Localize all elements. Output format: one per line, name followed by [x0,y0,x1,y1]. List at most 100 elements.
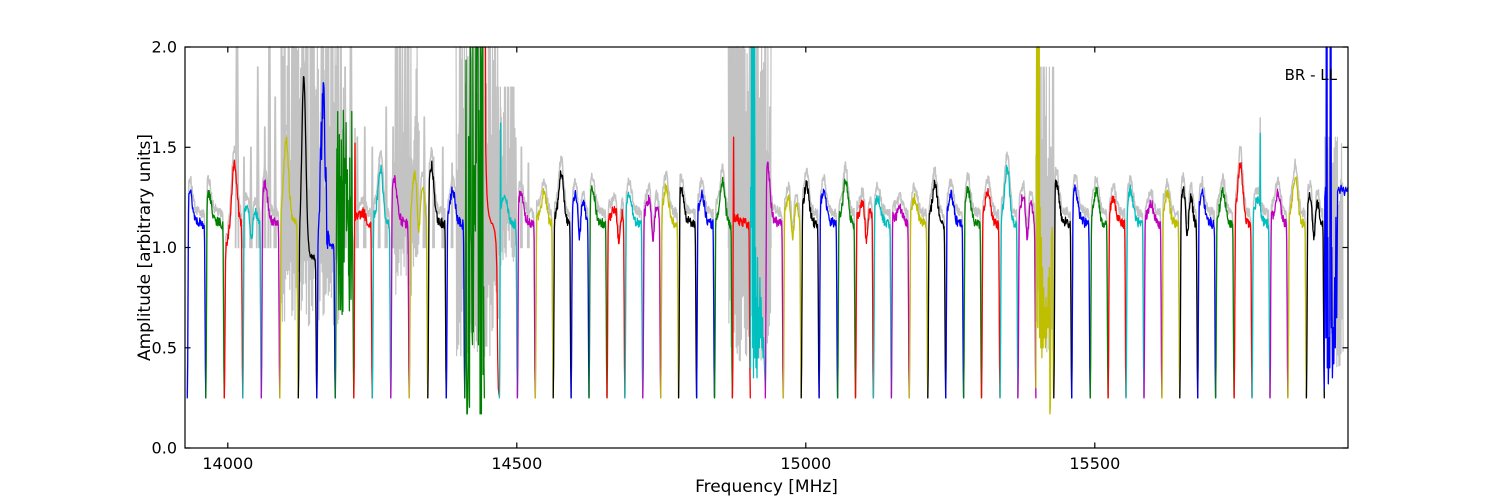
spectral-window-curve [242,204,262,399]
spectral-window-curve [1143,199,1163,399]
gray-rfi-spike [249,146,253,249]
gray-shadow-curve [659,170,680,397]
gray-shadow-curve [1070,173,1091,397]
spectral-window-curve [818,188,839,399]
gray-shadow-curve [570,177,590,397]
x-tick-label: 15000 [780,454,831,473]
spectral-window-curve [1071,184,1091,399]
gray-shadow-curve [1161,177,1181,397]
spectral-window-curve [186,189,207,399]
spectral-window-curve [498,122,519,399]
x-tick-label: 14000 [202,454,253,473]
spectral-window-curve [1017,194,1037,399]
spectral-window-curve [1305,191,1325,399]
gray-rfi-spike [432,156,435,249]
gray-shadow-curve [534,178,554,397]
gray-shadow-curve [713,163,734,397]
gray-rfi-spike [1331,162,1335,249]
spectral-window-curve [1125,184,1145,399]
gray-shadow-curve [588,172,608,397]
gray-shadow-curve [606,192,626,397]
spectral-window-curve [1197,188,1217,399]
gray-shadow-curve [731,121,752,397]
gray-rfi-spike [263,126,267,249]
gray-rfi-spike [511,126,515,249]
spectral-window-curve [223,159,244,399]
gray-shadow-curve [1053,166,1073,397]
gray-shadow-curve [1196,175,1217,397]
spectral-window-curve [836,178,857,399]
spectral-window-curve [390,174,410,399]
spectral-window-curve [962,185,983,399]
spectral-window-curve [427,160,447,399]
gray-shadow-curve [498,106,519,397]
gray-shadow-curve [818,174,839,397]
spectral-window-curve [279,136,299,399]
y-tick-label: 0.5 [152,338,177,357]
gray-rfi-spike [441,146,445,249]
spectral-window-curve [316,82,336,399]
gray-shadow-curve [1251,117,1271,397]
gray-shadow-curve [1269,176,1289,397]
spectral-window-curve [749,46,766,389]
x-tick-label: 15500 [1069,454,1120,473]
spectral-window-curve [999,164,1019,399]
spectral-window-curve [205,189,225,399]
y-tick-label: 1.5 [152,138,177,157]
spectral-window-curve [260,179,281,399]
spectral-window-curve [677,186,698,399]
spectral-window-curve [353,142,373,399]
gray-shadow-curve [908,182,929,397]
gray-shadow-curve [854,187,875,397]
gray-rfi-spike [312,86,317,249]
gray-shadow-curve [445,175,466,397]
gray-rfi-spike [363,126,367,249]
spectral-window-curve [516,190,536,399]
spectral-window-curve [800,180,820,399]
gray-shadow-curve [205,174,226,397]
gray-shadow-curve [1107,182,1127,397]
spectral-window-curve [1179,186,1199,399]
gray-rfi-spike [727,66,732,249]
gray-shadow-curve [1179,172,1199,397]
x-tick-label: 14500 [491,454,542,473]
spectral-window-curve [534,187,554,399]
gray-shadow-curve [1089,175,1109,397]
spectral-window-curve [642,194,662,399]
gray-shadow-curve [1125,175,1145,397]
gray-rfi-spike [450,162,454,249]
gray-rfi-spike [355,136,359,249]
spectral-window-curve [1323,46,1349,389]
panel-annotation: BR - LL [1285,66,1338,84]
gray-rfi-spike [370,146,374,249]
gray-shadow-curve [223,145,244,397]
gray-rfi-spike [503,116,507,249]
spectral-window-curve [764,161,784,399]
gray-shadow-curve [186,175,207,397]
y-tick-label: 0.0 [152,439,177,458]
spectral-window-curve [483,46,501,397]
spectral-window-curve [297,76,318,399]
gray-shadow-curve [260,166,281,397]
spectral-window-curve [890,203,910,399]
gray-shadow-curve [353,127,374,397]
spectral-window-curve [927,179,947,399]
y-axis-label: Amplitude [arbitrary units] [135,134,155,361]
gray-shadow-curve [1143,188,1163,397]
spectral-window-curve [980,187,1001,399]
gray-rfi-spike [255,66,260,249]
gray-rfi-spike [495,86,499,249]
gray-shadow-curve [1233,145,1253,397]
gray-shadow-curve [390,162,411,397]
spectral-window-curve [1233,162,1253,399]
gray-shadow-curve [516,180,537,397]
spectral-window-curve [624,191,644,399]
gray-shadow-curve [999,151,1019,397]
spectral-window-curve [1161,189,1181,399]
gray-rfi-spike [762,66,767,249]
gray-shadow-curve [800,167,820,397]
gray-shadow-curve [677,173,698,397]
spectral-window-curve [334,109,355,399]
spectral-window-curve [371,164,392,399]
